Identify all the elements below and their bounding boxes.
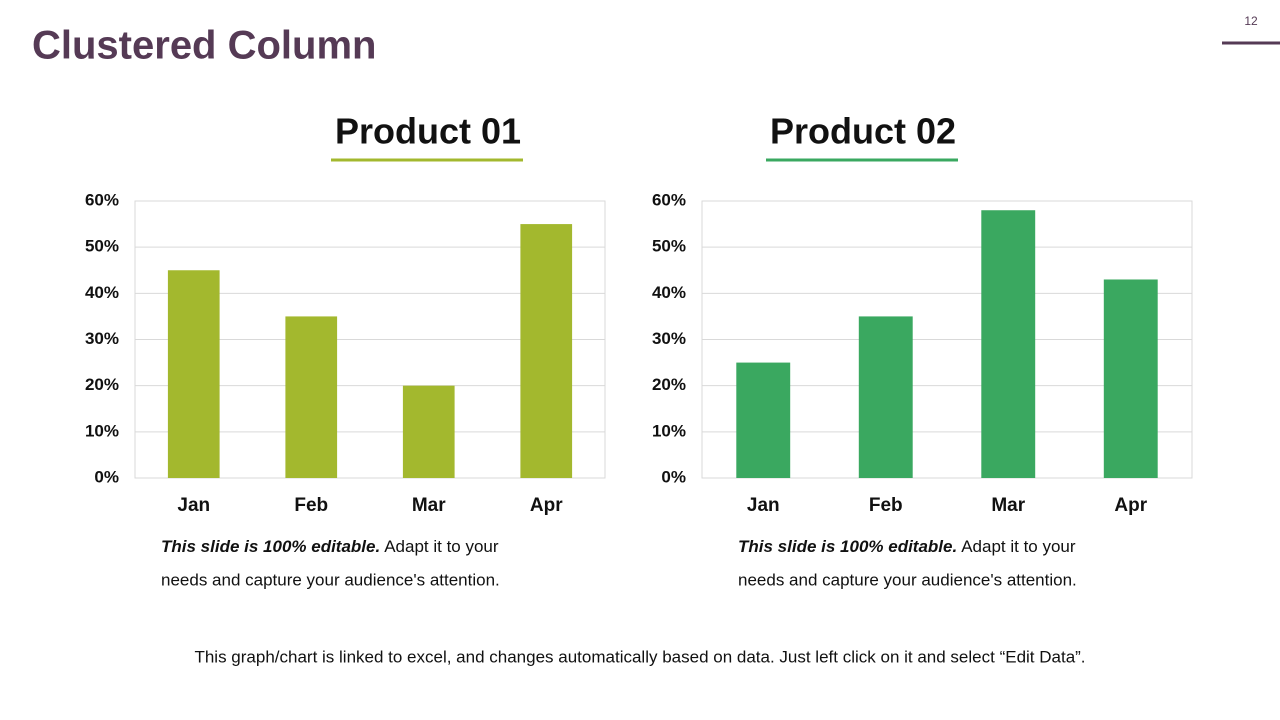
bar <box>981 210 1036 478</box>
x-tick-label: Apr <box>530 495 563 516</box>
x-tick-label: Feb <box>869 495 903 516</box>
y-tick-label: 30% <box>652 329 686 348</box>
y-tick-label: 20% <box>85 375 119 394</box>
x-tick-label: Mar <box>412 495 446 516</box>
x-tick-label: Jan <box>747 495 780 516</box>
caption: This slide is 100% editable. Adapt it to … <box>161 537 499 556</box>
bar <box>167 270 220 478</box>
y-tick-label: 0% <box>661 467 686 486</box>
bar <box>520 224 573 478</box>
bar <box>285 316 338 478</box>
y-tick-label: 30% <box>85 329 119 348</box>
footer-note: This graph/chart is linked to excel, and… <box>194 647 1085 666</box>
bar <box>736 362 791 478</box>
caption: needs and capture your audience's attent… <box>738 570 1077 589</box>
y-tick-label: 10% <box>652 421 686 440</box>
y-tick-label: 60% <box>85 190 119 209</box>
y-tick-label: 20% <box>652 375 686 394</box>
chart-title: Product 02 <box>770 111 956 152</box>
x-tick-label: Feb <box>294 495 328 516</box>
chart-title: Product 01 <box>335 111 521 152</box>
caption: needs and capture your audience's attent… <box>161 570 500 589</box>
y-tick-label: 50% <box>85 237 119 256</box>
y-tick-label: 40% <box>85 283 119 302</box>
caption-bold: This slide is 100% editable. <box>161 537 380 556</box>
y-tick-label: 60% <box>652 190 686 209</box>
caption-bold: This slide is 100% editable. <box>738 537 957 556</box>
bar <box>1103 279 1158 478</box>
caption-text: Adapt it to your <box>961 537 1076 556</box>
slide-title: Clustered Column <box>32 24 376 68</box>
x-tick-label: Mar <box>991 495 1025 516</box>
y-tick-label: 40% <box>652 283 686 302</box>
y-tick-label: 0% <box>94 467 119 486</box>
y-tick-label: 50% <box>652 237 686 256</box>
caption-text: Adapt it to your <box>384 537 499 556</box>
bar <box>858 316 913 478</box>
page-number: 12 <box>1244 14 1258 28</box>
caption: This slide is 100% editable. Adapt it to … <box>738 537 1076 556</box>
x-tick-label: Jan <box>177 495 210 516</box>
bar <box>402 385 455 478</box>
x-tick-label: Apr <box>1114 495 1147 516</box>
y-tick-label: 10% <box>85 421 119 440</box>
